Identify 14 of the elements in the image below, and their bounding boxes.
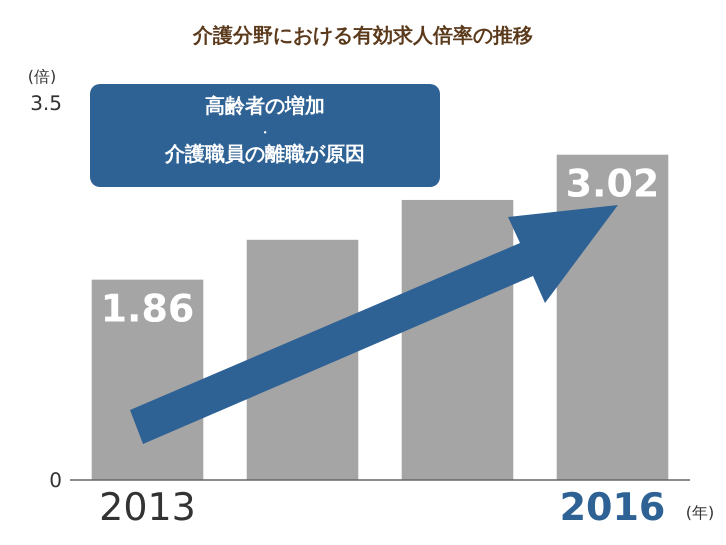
y-axis-title: (倍) xyxy=(28,67,56,86)
y-tick-label: 3.5 xyxy=(30,91,62,115)
annotation: 介護職員の離職が原因 xyxy=(164,142,365,166)
y-tick-label: 0 xyxy=(49,468,62,492)
annotation: ・ xyxy=(259,126,271,140)
bar xyxy=(556,154,668,480)
x-tick-label: 2016 xyxy=(560,485,666,529)
x-tick-label: 2013 xyxy=(99,485,196,529)
annotation: 高齢者の増加 xyxy=(205,94,325,118)
data-label: 3.02 xyxy=(566,162,660,206)
x-axis-title: (年) xyxy=(686,503,714,522)
data-label: 1.86 xyxy=(100,286,194,331)
annotation-box: 高齢者の増加 ・ 介護職員の離職が原因 xyxy=(90,84,440,187)
chart-title: 介護分野における有効求人倍率の推移 xyxy=(192,23,533,47)
